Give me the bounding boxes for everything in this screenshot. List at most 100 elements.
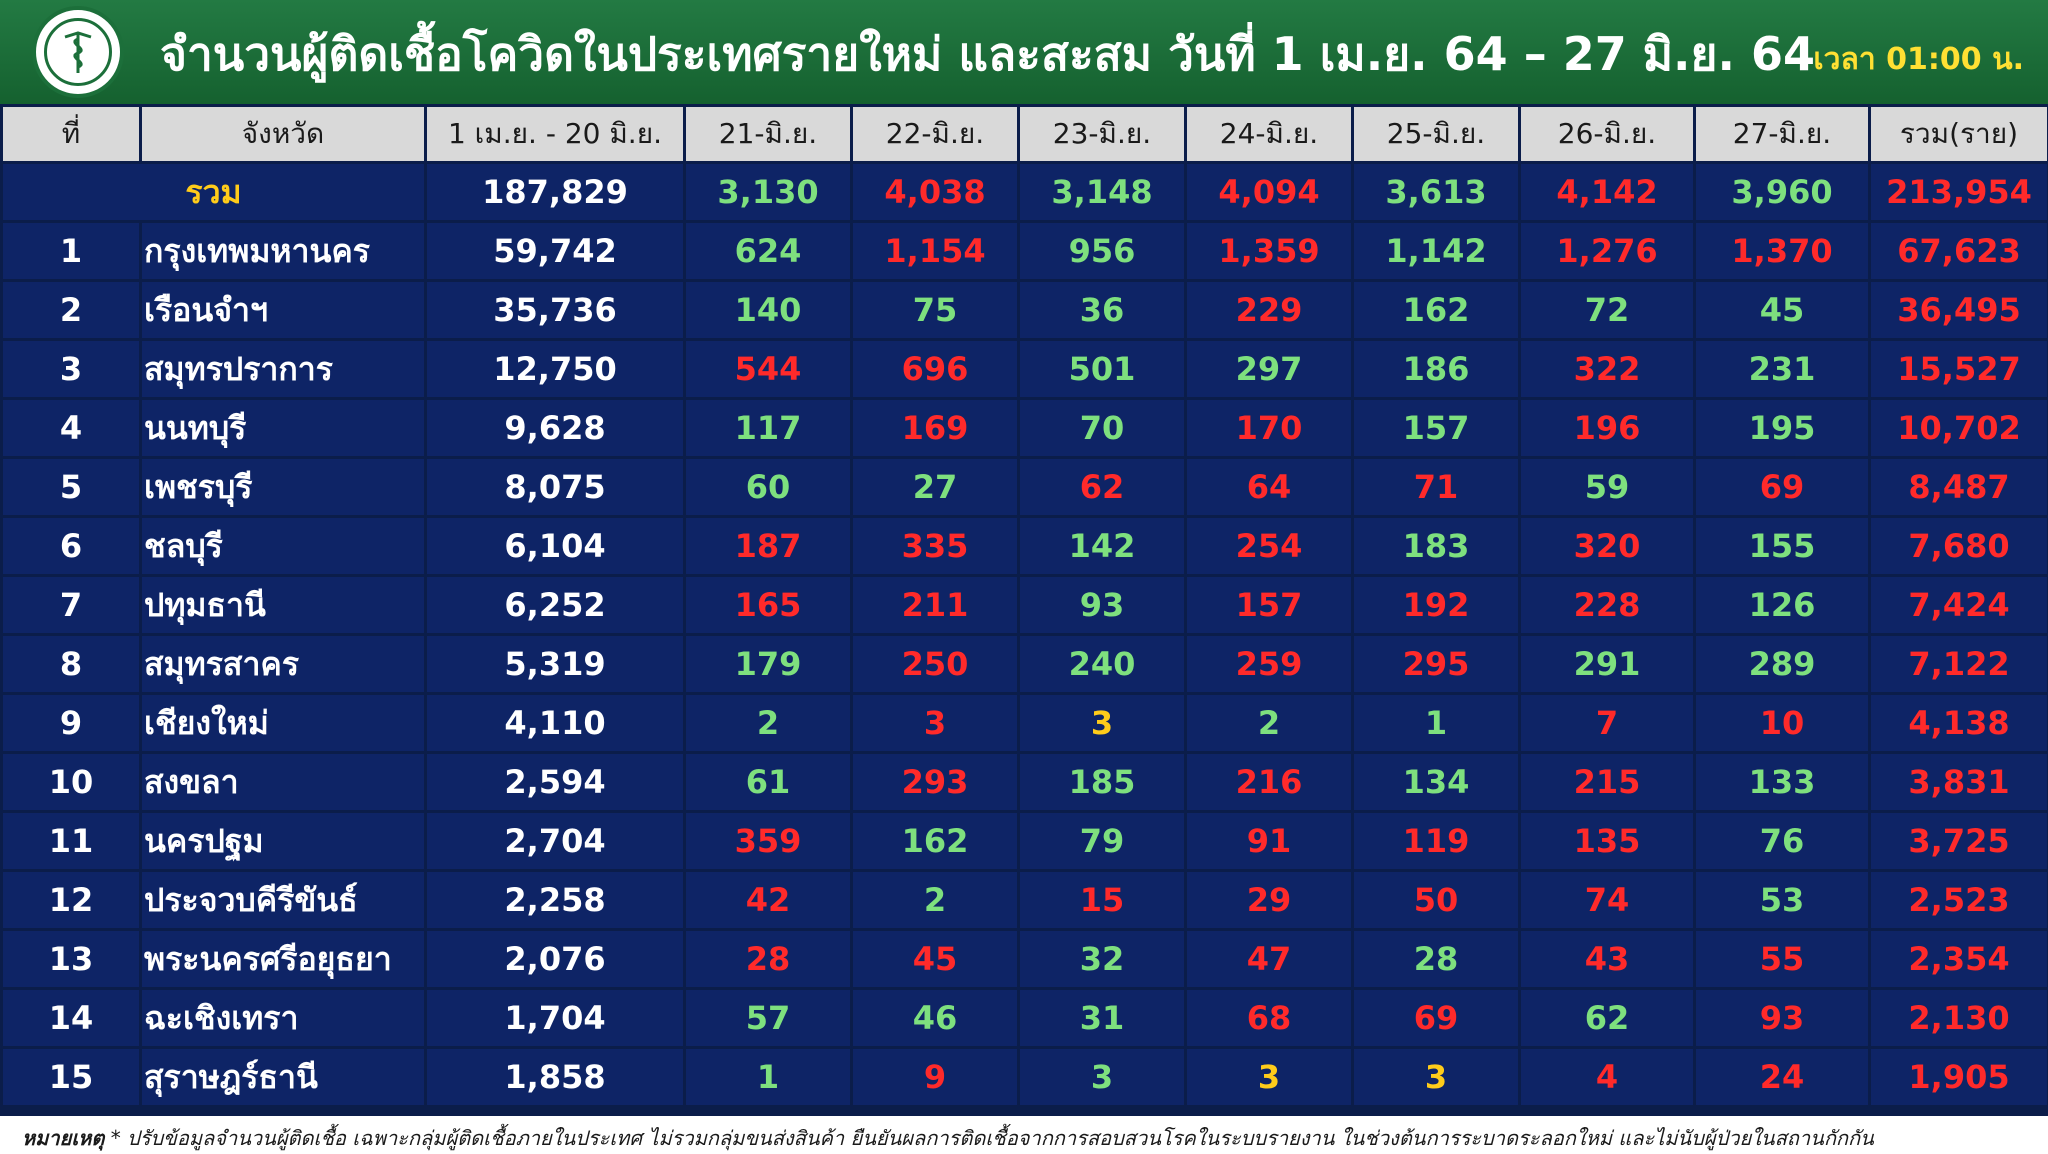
case-count-cell: 7,424 [1871, 577, 2047, 633]
table-row: 12 ประจวบคีรีขันธ์ 2,258 42 2 15 29 50 74 53 2,523 [3, 872, 2047, 928]
province-name: เพชรบุรี [142, 459, 424, 515]
row-number: 3 [3, 341, 139, 397]
province-name: ชลบุรี [142, 518, 424, 574]
case-count-cell: 2,258 [427, 872, 683, 928]
province-name: สมุทรปราการ [142, 341, 424, 397]
header-row: ที่ จังหวัด 1 เม.ย. - 20 มิ.ย. 21-มิ.ย. … [3, 107, 2047, 161]
case-count-cell: 2 [853, 872, 1017, 928]
col-header-jun26: 26-มิ.ย. [1521, 107, 1693, 161]
case-count-cell: 46 [853, 990, 1017, 1046]
total-row: รวม 187,829 3,130 4,038 3,148 4,094 3,613 4,142… [3, 164, 2047, 220]
case-count-cell: 187 [686, 518, 850, 574]
case-count-cell: 3 [853, 695, 1017, 751]
case-count-cell: 170 [1187, 400, 1351, 456]
case-count-cell: 1,276 [1521, 223, 1693, 279]
case-count-cell: 183 [1354, 518, 1518, 574]
case-count-cell: 956 [1020, 223, 1184, 279]
case-count-cell: 8,487 [1871, 459, 2047, 515]
ministry-logo [32, 6, 124, 98]
case-count-cell: 359 [686, 813, 850, 869]
case-count-cell: 624 [686, 223, 850, 279]
case-count-cell: 28 [686, 931, 850, 987]
province-name: พระนครศรีอยุธยา [142, 931, 424, 987]
case-count-cell: 79 [1020, 813, 1184, 869]
case-count-cell: 179 [686, 636, 850, 692]
case-count-cell: 93 [1020, 577, 1184, 633]
case-count-cell: 186 [1354, 341, 1518, 397]
case-count-cell: 76 [1696, 813, 1868, 869]
case-count-cell: 126 [1696, 577, 1868, 633]
case-count-cell: 59,742 [427, 223, 683, 279]
row-number: 7 [3, 577, 139, 633]
case-count-cell: 32 [1020, 931, 1184, 987]
case-count-cell: 133 [1696, 754, 1868, 810]
case-count-cell: 240 [1020, 636, 1184, 692]
province-name: ปทุมธานี [142, 577, 424, 633]
col-header-jun22: 22-มิ.ย. [853, 107, 1017, 161]
case-count-cell: 8,075 [427, 459, 683, 515]
case-count-cell: 62 [1521, 990, 1693, 1046]
total-cell: 3,130 [686, 164, 850, 220]
table-row: 1 กรุงเทพมหานคร 59,742 624 1,154 956 1,359 1,14… [3, 223, 2047, 279]
case-count-cell: 162 [853, 813, 1017, 869]
case-count-cell: 71 [1354, 459, 1518, 515]
case-count-cell: 231 [1696, 341, 1868, 397]
case-count-cell: 35,736 [427, 282, 683, 338]
col-header-jun24: 24-มิ.ย. [1187, 107, 1351, 161]
total-label: รวม [3, 164, 424, 220]
case-count-cell: 2,704 [427, 813, 683, 869]
case-count-cell: 2,594 [427, 754, 683, 810]
province-name: สุราษฎร์ธานี [142, 1049, 424, 1105]
title-banner: จำนวนผู้ติดเชื้อโควิดในประเทศรายใหม่ และ… [0, 0, 2048, 104]
case-table-area: ที่ จังหวัด 1 เม.ย. - 20 มิ.ย. 21-มิ.ย. … [0, 104, 2048, 1116]
case-count-cell: 544 [686, 341, 850, 397]
col-header-province: จังหวัด [142, 107, 424, 161]
province-name: ประจวบคีรีขันธ์ [142, 872, 424, 928]
row-number: 2 [3, 282, 139, 338]
case-count-cell: 2,130 [1871, 990, 2047, 1046]
case-count-cell: 1,704 [427, 990, 683, 1046]
col-header-cumulative: 1 เม.ย. - 20 มิ.ย. [427, 107, 683, 161]
case-count-cell: 1,359 [1187, 223, 1351, 279]
row-number: 11 [3, 813, 139, 869]
case-count-cell: 1,858 [427, 1049, 683, 1105]
case-count-cell: 119 [1354, 813, 1518, 869]
table-row: 8 สมุทรสาคร 5,319 179 250 240 259 295 291 289 7,12… [3, 636, 2047, 692]
case-count-cell: 322 [1521, 341, 1693, 397]
case-count-cell: 15,527 [1871, 341, 2047, 397]
case-count-cell: 157 [1354, 400, 1518, 456]
case-count-cell: 155 [1696, 518, 1868, 574]
case-count-cell: 28 [1354, 931, 1518, 987]
table-row: 14 ฉะเชิงเทรา 1,704 57 46 31 68 69 62 93 2,130 [3, 990, 2047, 1046]
col-header-jun27: 27-มิ.ย. [1696, 107, 1868, 161]
table-row: 9 เชียงใหม่ 4,110 2 3 3 2 1 7 10 4,138 [3, 695, 2047, 751]
total-cell: 4,142 [1521, 164, 1693, 220]
case-count-cell: 185 [1020, 754, 1184, 810]
case-count-cell: 36,495 [1871, 282, 2047, 338]
case-count-cell: 501 [1020, 341, 1184, 397]
province-name: กรุงเทพมหานคร [142, 223, 424, 279]
case-count-cell: 60 [686, 459, 850, 515]
case-count-cell: 135 [1521, 813, 1693, 869]
case-count-cell: 134 [1354, 754, 1518, 810]
case-count-cell: 7,680 [1871, 518, 2047, 574]
row-number: 10 [3, 754, 139, 810]
case-count-cell: 67,623 [1871, 223, 2047, 279]
case-count-cell: 1,370 [1696, 223, 1868, 279]
case-count-cell: 215 [1521, 754, 1693, 810]
case-count-cell: 3 [1020, 695, 1184, 751]
case-count-cell: 57 [686, 990, 850, 1046]
case-count-cell: 53 [1696, 872, 1868, 928]
case-count-cell: 291 [1521, 636, 1693, 692]
case-count-cell: 69 [1696, 459, 1868, 515]
province-name: ฉะเชิงเทรา [142, 990, 424, 1046]
case-count-cell: 6,252 [427, 577, 683, 633]
col-header-total: รวม(ราย) [1871, 107, 2047, 161]
case-count-cell: 216 [1187, 754, 1351, 810]
row-number: 5 [3, 459, 139, 515]
case-count-cell: 157 [1187, 577, 1351, 633]
case-count-cell: 93 [1696, 990, 1868, 1046]
row-number: 1 [3, 223, 139, 279]
case-count-cell: 61 [686, 754, 850, 810]
case-count-cell: 211 [853, 577, 1017, 633]
